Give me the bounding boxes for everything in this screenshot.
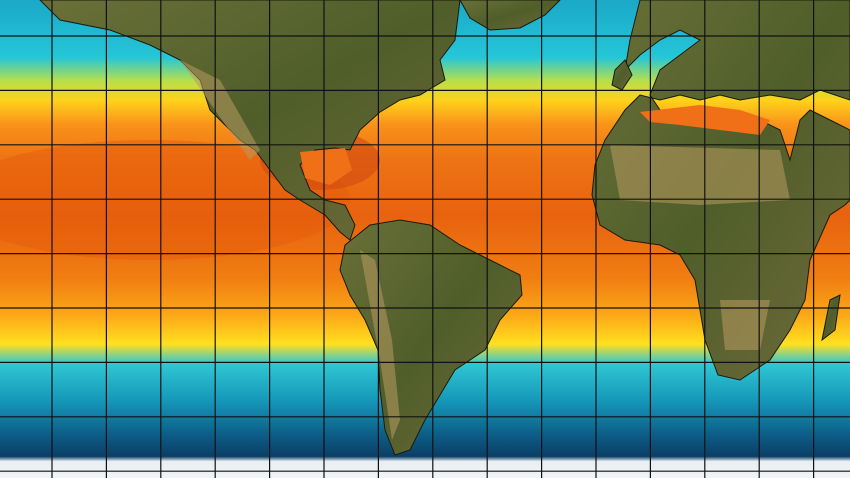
warm-pool [0,140,350,260]
gulf-of-mexico [300,148,352,185]
rockies [180,60,260,160]
greenland [459,0,561,31]
uk [611,59,633,91]
madagascar [821,294,841,342]
kalahari [720,300,770,350]
andes [360,250,400,440]
highlands [180,60,790,440]
sahara [610,145,790,205]
